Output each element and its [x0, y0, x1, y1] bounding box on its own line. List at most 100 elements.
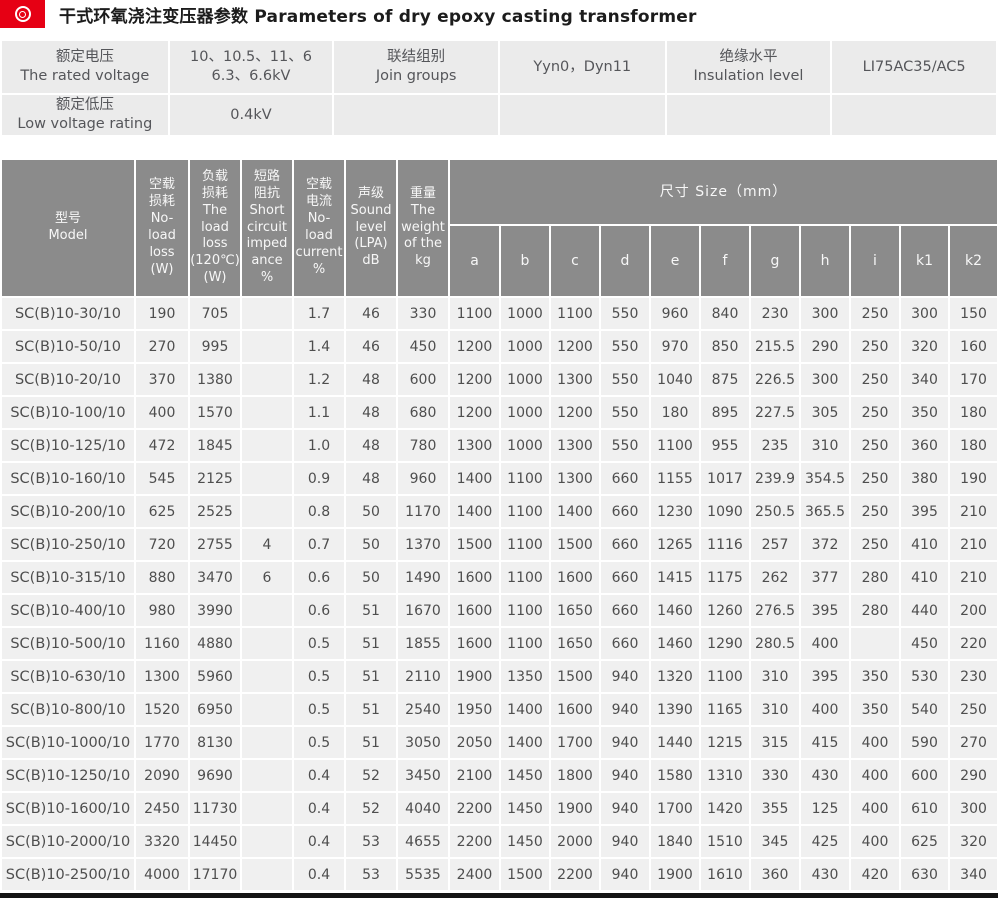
model-cell: SC(B)10-630/10 — [2, 661, 134, 692]
value-cell: 1700 — [551, 727, 599, 758]
value-cell: 4880 — [190, 628, 240, 659]
value-cell: 355 — [751, 793, 799, 824]
value-cell: 660 — [601, 496, 649, 527]
value-cell: 440 — [901, 595, 948, 626]
value-cell: 400 — [801, 694, 849, 725]
value-cell: 1600 — [450, 595, 499, 626]
value-cell: 290 — [801, 331, 849, 362]
value-cell: 372 — [801, 529, 849, 560]
table-row: SC(B)10-500/10 1160 4880 0.5 51 1855 1600 1100 1… — [2, 628, 998, 659]
value-cell — [242, 397, 292, 428]
value-cell: 2000 — [551, 826, 599, 857]
model-cell: SC(B)10-125/10 — [2, 430, 134, 461]
value-cell — [242, 826, 292, 857]
value-cell: 980 — [136, 595, 188, 626]
value-cell: 400 — [801, 628, 849, 659]
value-cell: 1200 — [551, 331, 599, 362]
value-cell: 180 — [950, 430, 998, 461]
spec-row-rated-voltage: 额定电压 The rated voltage 10、10.5、11、6 6.3、… — [2, 41, 996, 93]
value-cell: 1090 — [701, 496, 749, 527]
value-cell: 1450 — [501, 760, 549, 791]
value-cell: 1800 — [551, 760, 599, 791]
value-cell: 377 — [801, 562, 849, 593]
value-cell: 48 — [346, 397, 396, 428]
value-cell: 1460 — [651, 628, 699, 659]
value-cell: 290 — [950, 760, 998, 791]
value-cell: 1900 — [651, 859, 699, 890]
model-cell: SC(B)10-2500/10 — [2, 859, 134, 890]
value-cell: 660 — [601, 463, 649, 494]
value-cell: 1.1 — [294, 397, 344, 428]
value-cell: 2110 — [398, 661, 448, 692]
table-row: SC(B)10-30/10 190 705 1.7 46 330 1100 1000 1100 5… — [2, 298, 998, 329]
value-cell: 660 — [601, 529, 649, 560]
value-cell: 350 — [851, 694, 899, 725]
value-cell: 630 — [901, 859, 948, 890]
value-cell: 1500 — [501, 859, 549, 890]
value-cell: 940 — [601, 826, 649, 857]
col-header-weight: 重量 The weight of the kg — [398, 160, 448, 296]
table-row: SC(B)10-200/10 625 2525 0.8 50 1170 1400 1100 14… — [2, 496, 998, 527]
value-cell: 940 — [601, 694, 649, 725]
table-row: SC(B)10-2500/10 4000 17170 0.4 53 5535 2400 150… — [2, 859, 998, 890]
value-cell: 11730 — [190, 793, 240, 824]
brand-logo — [0, 0, 45, 28]
table-row: SC(B)10-2000/10 3320 14450 0.4 53 4655 2200 145… — [2, 826, 998, 857]
value-cell: 1100 — [651, 430, 699, 461]
value-cell: 230 — [751, 298, 799, 329]
value-cell: 1300 — [450, 430, 499, 461]
value-cell: 380 — [901, 463, 948, 494]
value-cell: 345 — [751, 826, 799, 857]
value-cell: 940 — [601, 661, 649, 692]
value-cell: 2540 — [398, 694, 448, 725]
value-cell: 215.5 — [751, 331, 799, 362]
value-cell: 2525 — [190, 496, 240, 527]
value-cell: 1.2 — [294, 364, 344, 395]
logo-circle-icon — [14, 6, 31, 22]
value-cell: 220 — [950, 628, 998, 659]
value-cell: 625 — [901, 826, 948, 857]
value-cell: 1017 — [701, 463, 749, 494]
value-cell: 50 — [346, 496, 396, 527]
value-cell: 235 — [751, 430, 799, 461]
value-cell: 52 — [346, 793, 396, 824]
value-cell: 680 — [398, 397, 448, 428]
value-cell: 51 — [346, 628, 396, 659]
table-row: SC(B)10-1000/10 1770 8130 0.5 51 3050 2050 1400… — [2, 727, 998, 758]
value-cell: 1000 — [501, 430, 549, 461]
value-cell: 1900 — [450, 661, 499, 692]
value-cell: 1500 — [551, 661, 599, 692]
value-cell: 46 — [346, 298, 396, 329]
value-cell: 46 — [346, 331, 396, 362]
value-cell: 0.5 — [294, 661, 344, 692]
value-cell: 1200 — [450, 397, 499, 428]
value-cell: 550 — [601, 397, 649, 428]
value-cell: 1600 — [551, 694, 599, 725]
value-cell: 1320 — [651, 661, 699, 692]
value-cell: 1500 — [450, 529, 499, 560]
value-cell: 1100 — [501, 496, 549, 527]
value-cell: 300 — [801, 364, 849, 395]
value-cell: 250 — [851, 397, 899, 428]
table-row: SC(B)10-630/10 1300 5960 0.5 51 2110 1900 1350 1… — [2, 661, 998, 692]
table-row: SC(B)10-1600/10 2450 11730 0.4 52 4040 2200 145… — [2, 793, 998, 824]
value-cell: 310 — [801, 430, 849, 461]
value-cell: 0.4 — [294, 793, 344, 824]
value-cell: 5960 — [190, 661, 240, 692]
col-header-size-c: c — [551, 226, 599, 296]
value-cell: 1100 — [501, 628, 549, 659]
value-cell: 2200 — [450, 793, 499, 824]
value-cell: 160 — [950, 331, 998, 362]
value-cell: 1230 — [651, 496, 699, 527]
value-cell: 1200 — [551, 397, 599, 428]
value-cell: 1300 — [551, 364, 599, 395]
value-cell: 450 — [901, 628, 948, 659]
value-cell: 1165 — [701, 694, 749, 725]
empty-cell — [499, 95, 665, 135]
value-cell: 625 — [136, 496, 188, 527]
model-cell: SC(B)10-20/10 — [2, 364, 134, 395]
col-header-short-circuit-impedance: 短路 阻抗 Short circuit imped ance % — [242, 160, 292, 296]
value-cell: 51 — [346, 727, 396, 758]
value-cell: 395 — [801, 595, 849, 626]
value-cell: 1450 — [501, 826, 549, 857]
